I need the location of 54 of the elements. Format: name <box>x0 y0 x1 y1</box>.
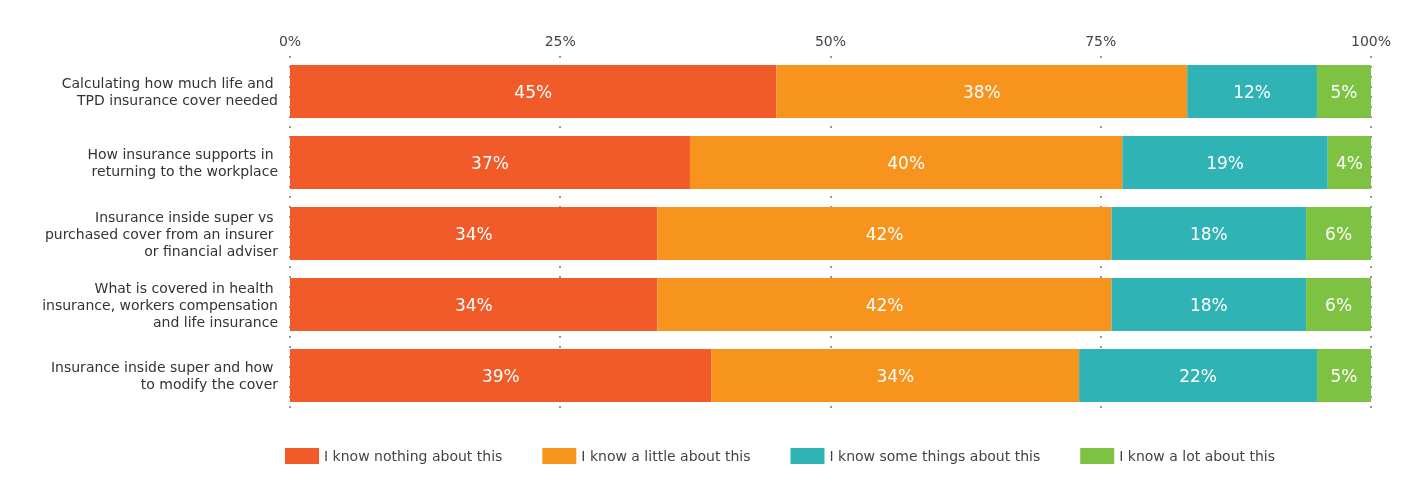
y-tick-label: Insurance inside super and how to modify the cover <box>50 359 279 392</box>
x-tick-label: 50% <box>814 33 847 49</box>
legend-label: I know a lot about this <box>1119 448 1276 464</box>
y-tick-label: What is covered in health insurance, workers compensation and life insurance <box>42 279 278 330</box>
bar <box>290 349 712 402</box>
bar <box>1306 278 1371 331</box>
data-label: 18% <box>1189 223 1228 244</box>
data-label: 39% <box>481 365 520 386</box>
bar <box>290 207 658 260</box>
bar <box>1122 136 1328 189</box>
data-label: 38% <box>962 81 1001 102</box>
bar <box>776 65 1188 118</box>
bar <box>1111 278 1307 331</box>
data-label: 34% <box>454 294 493 315</box>
bar <box>1316 65 1371 118</box>
legend-label: I know a little about this <box>581 448 751 464</box>
data-label: 42% <box>865 294 904 315</box>
bar <box>1306 207 1371 260</box>
legend-label: I know nothing about this <box>324 448 503 464</box>
bar <box>290 278 658 331</box>
x-tick-label: 100% <box>1350 33 1391 49</box>
bar <box>689 136 1123 189</box>
data-label: 45% <box>514 81 553 102</box>
bar <box>657 207 1112 260</box>
x-tick-label: 0% <box>278 33 302 49</box>
x-tick-label: 75% <box>1085 33 1117 49</box>
y-tick-label: How insurance supports in returning to the workplace <box>87 146 278 179</box>
data-label: 42% <box>865 223 904 244</box>
data-label: 40% <box>887 152 926 173</box>
bar <box>1327 136 1371 189</box>
bar <box>1111 207 1307 260</box>
y-tick-label: Calculating how much life and TPD insurance cover needed <box>61 75 278 108</box>
data-label: 34% <box>454 223 493 244</box>
bar <box>1187 65 1317 118</box>
bar <box>1079 349 1317 402</box>
y-tick-label: Insurance inside super vs purchased cover from an insurer or financial adviser <box>44 208 279 259</box>
data-label: 37% <box>471 152 509 173</box>
data-label: 12% <box>1233 81 1271 102</box>
data-label: 5% <box>1330 365 1358 386</box>
bar <box>1316 349 1371 402</box>
data-label: 4% <box>1335 152 1363 173</box>
data-label: 19% <box>1206 152 1244 173</box>
data-label: 34% <box>876 365 915 386</box>
bar <box>657 278 1112 331</box>
bar <box>711 349 1080 402</box>
bar <box>290 65 777 118</box>
x-tick-label: 25% <box>544 33 576 49</box>
data-label: 22% <box>1179 365 1217 386</box>
data-label: 6% <box>1325 223 1353 244</box>
legend-label: I know some things about this <box>829 448 1041 464</box>
bar <box>290 136 690 189</box>
data-label: 5% <box>1330 81 1358 102</box>
data-label: 6% <box>1325 294 1353 315</box>
data-label: 18% <box>1189 294 1228 315</box>
